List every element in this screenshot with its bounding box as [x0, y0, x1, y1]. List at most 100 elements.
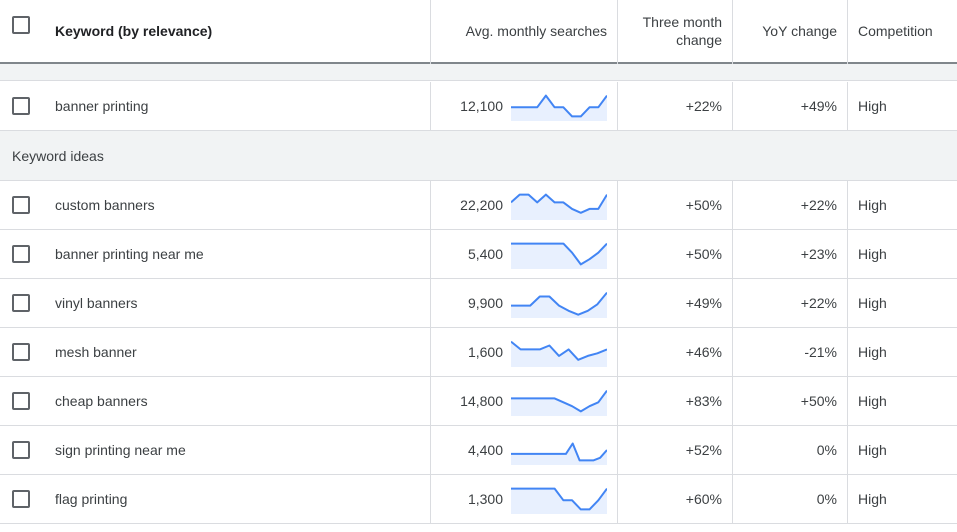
- keyword-column-header[interactable]: Keyword (by relevance): [55, 23, 213, 39]
- three-month-change-value: +52%: [685, 442, 722, 458]
- column-divider: [847, 82, 848, 131]
- row-checkbox[interactable]: [12, 294, 30, 312]
- table-row[interactable]: banner printing 12,100 +22% +49% High: [0, 82, 957, 131]
- yoy-change-header[interactable]: YoY change: [762, 23, 837, 39]
- column-divider: [617, 377, 618, 426]
- table-row[interactable]: flag printing 1,300 +60% 0% High: [0, 475, 957, 524]
- column-divider: [617, 82, 618, 131]
- yoy-change-value: +49%: [800, 98, 837, 114]
- sparkline-area: [511, 488, 607, 514]
- three-month-change-value: +50%: [685, 197, 722, 213]
- keyword-text[interactable]: cheap banners: [55, 393, 148, 409]
- avg-monthly-searches-value: 22,200: [460, 197, 503, 213]
- competition-value: High: [858, 393, 887, 409]
- column-divider: [617, 0, 618, 64]
- avg-monthly-searches-value: 4,400: [467, 442, 503, 458]
- keyword-ideas-section-header: Keyword ideas: [0, 131, 957, 181]
- sparkline-area: [511, 243, 607, 269]
- keyword-text[interactable]: banner printing: [55, 98, 149, 114]
- keyword-ideas-label: Keyword ideas: [12, 147, 104, 164]
- sparkline-line: [511, 242, 607, 266]
- yoy-change-value: -21%: [804, 344, 837, 360]
- column-divider: [430, 377, 431, 426]
- avg-monthly-searches-header[interactable]: Avg. monthly searches: [465, 23, 607, 39]
- yoy-change-value: +23%: [800, 246, 837, 262]
- competition-header[interactable]: Competition: [858, 23, 933, 39]
- competition-value: High: [858, 442, 887, 458]
- sparkline-area: [511, 390, 607, 416]
- three-month-change-value: +60%: [685, 491, 722, 507]
- column-divider: [617, 328, 618, 377]
- column-divider: [847, 230, 848, 279]
- row-checkbox[interactable]: [12, 97, 30, 115]
- column-divider: [732, 82, 733, 131]
- column-divider: [732, 426, 733, 475]
- sparkline-line: [511, 340, 607, 361]
- avg-monthly-searches-value: 9,900: [467, 295, 503, 311]
- keyword-text[interactable]: banner printing near me: [55, 246, 204, 262]
- trend-sparkline: [511, 193, 607, 220]
- row-checkbox[interactable]: [12, 392, 30, 410]
- trend-sparkline: [511, 390, 607, 416]
- column-divider: [732, 475, 733, 524]
- select-all-checkbox[interactable]: [12, 16, 30, 34]
- row-checkbox[interactable]: [12, 490, 30, 508]
- column-divider: [847, 181, 848, 230]
- trend-sparkline: [511, 291, 607, 318]
- sparkline-area: [511, 292, 607, 318]
- keyword-text[interactable]: custom banners: [55, 197, 155, 213]
- table-row[interactable]: banner printing near me 5,400 +50% +23% High: [0, 230, 957, 279]
- competition-value: High: [858, 295, 887, 311]
- column-divider: [617, 181, 618, 230]
- table-row[interactable]: vinyl banners 9,900 +49% +22% High: [0, 279, 957, 328]
- yoy-change-value: 0%: [816, 491, 837, 507]
- three-month-change-header-line2: change: [676, 32, 722, 48]
- sparkline-area: [511, 194, 607, 220]
- sparkline-line: [511, 487, 607, 511]
- trend-sparkline: [511, 442, 607, 465]
- column-divider: [430, 279, 431, 328]
- yoy-change-value: +22%: [800, 295, 837, 311]
- column-divider: [617, 475, 618, 524]
- column-divider: [847, 0, 848, 64]
- three-month-change-header[interactable]: Three month change: [617, 0, 732, 62]
- keyword-text[interactable]: flag printing: [55, 491, 128, 507]
- keyword-text[interactable]: vinyl banners: [55, 295, 138, 311]
- row-checkbox[interactable]: [12, 245, 30, 263]
- competition-value: High: [858, 197, 887, 213]
- column-divider: [430, 0, 431, 64]
- competition-value: High: [858, 491, 887, 507]
- row-checkbox[interactable]: [12, 343, 30, 361]
- yoy-change-value: +22%: [800, 197, 837, 213]
- column-divider: [732, 230, 733, 279]
- trend-sparkline: [511, 340, 607, 367]
- column-divider: [617, 279, 618, 328]
- table-row[interactable]: custom banners 22,200 +50% +22% High: [0, 181, 957, 230]
- column-divider: [430, 426, 431, 475]
- avg-monthly-searches-value: 5,400: [467, 246, 503, 262]
- row-checkbox[interactable]: [12, 441, 30, 459]
- column-divider: [430, 328, 431, 377]
- yoy-change-value: +50%: [800, 393, 837, 409]
- keyword-text[interactable]: sign printing near me: [55, 442, 186, 458]
- header-spacer: [0, 64, 957, 81]
- sparkline-line: [511, 442, 607, 462]
- column-divider: [732, 181, 733, 230]
- table-row[interactable]: cheap banners 14,800 +83% +50% High: [0, 377, 957, 426]
- column-divider: [617, 230, 618, 279]
- sparkline-area: [511, 341, 607, 367]
- trend-sparkline: [511, 94, 607, 121]
- yoy-change-value: 0%: [816, 442, 837, 458]
- avg-monthly-searches-value: 12,100: [460, 98, 503, 114]
- table-row[interactable]: sign printing near me 4,400 +52% 0% High: [0, 426, 957, 475]
- table-row[interactable]: mesh banner 1,600 +46% -21% High: [0, 328, 957, 377]
- column-divider: [430, 230, 431, 279]
- trend-sparkline: [511, 487, 607, 514]
- column-divider: [732, 377, 733, 426]
- table-header: Keyword (by relevance) Avg. monthly sear…: [0, 0, 957, 64]
- column-divider: [430, 475, 431, 524]
- keyword-text[interactable]: mesh banner: [55, 344, 137, 360]
- column-divider: [732, 279, 733, 328]
- row-checkbox[interactable]: [12, 196, 30, 214]
